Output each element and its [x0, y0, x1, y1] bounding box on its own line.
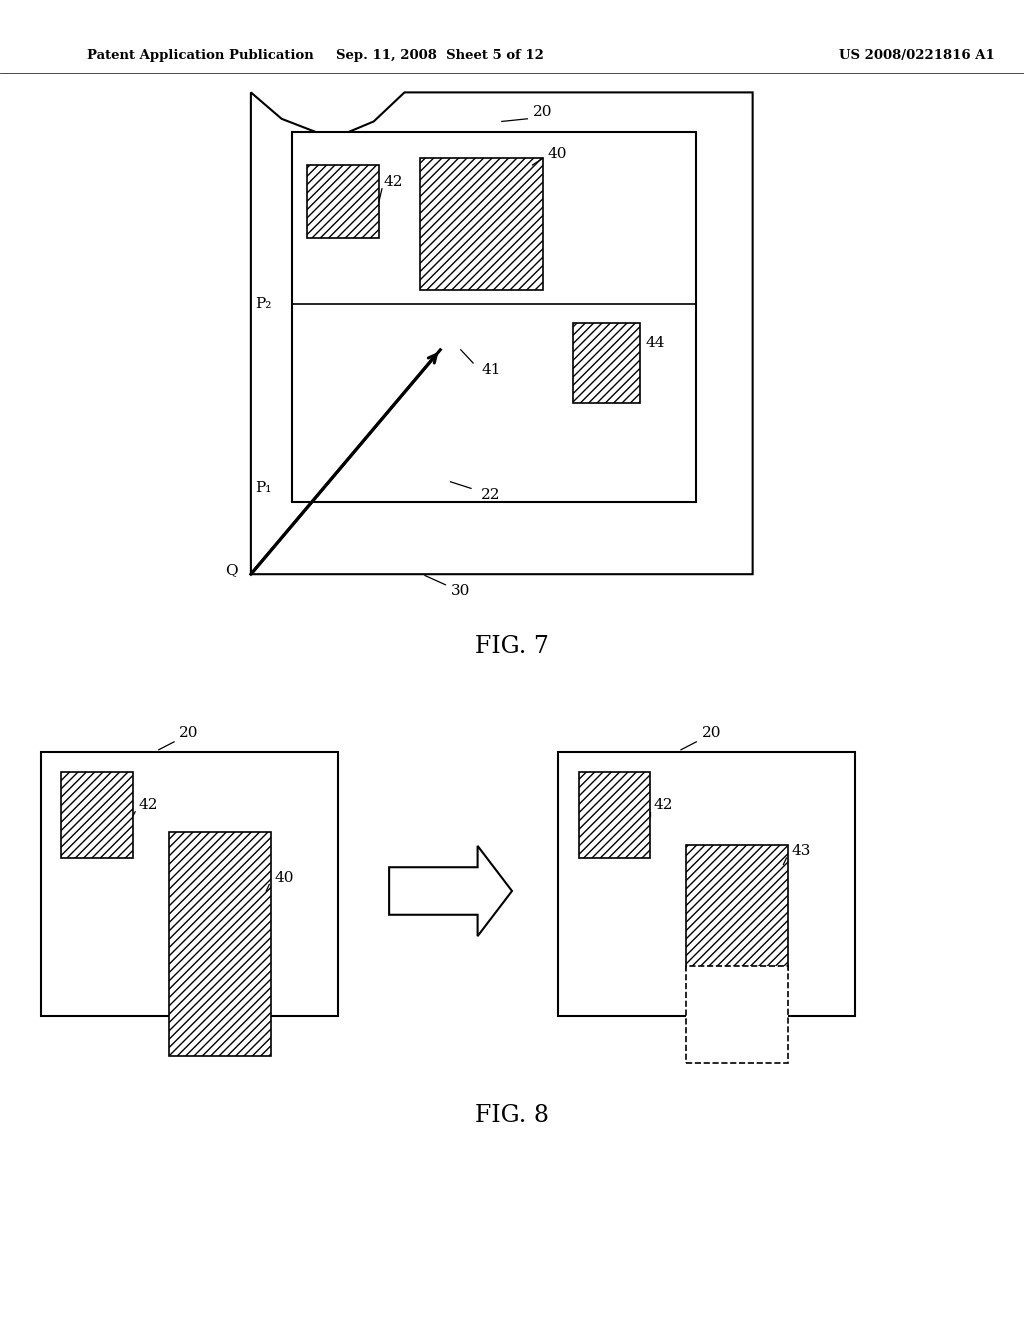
Text: 30: 30 — [451, 585, 470, 598]
Text: 20: 20 — [701, 726, 721, 739]
Text: FIG. 8: FIG. 8 — [475, 1104, 549, 1127]
Polygon shape — [389, 846, 512, 936]
Text: US 2008/0221816 A1: US 2008/0221816 A1 — [839, 49, 994, 62]
Bar — [573, 323, 640, 403]
Text: 22: 22 — [481, 488, 501, 502]
Bar — [420, 158, 543, 290]
Text: 43: 43 — [792, 845, 811, 858]
Bar — [686, 845, 788, 970]
Bar — [579, 772, 650, 858]
Text: FIG. 7: FIG. 7 — [475, 635, 549, 659]
Text: 44: 44 — [645, 337, 665, 350]
Bar — [686, 966, 788, 1063]
Bar — [169, 832, 271, 1056]
Text: 20: 20 — [532, 106, 552, 119]
Text: P₂: P₂ — [255, 297, 271, 310]
Bar — [307, 165, 379, 238]
Text: 20: 20 — [179, 726, 199, 739]
Bar — [292, 132, 696, 502]
Text: Patent Application Publication: Patent Application Publication — [87, 49, 313, 62]
Text: 42: 42 — [138, 799, 158, 812]
Text: 42: 42 — [384, 176, 403, 189]
Text: Q: Q — [225, 564, 238, 577]
Text: Sep. 11, 2008  Sheet 5 of 12: Sep. 11, 2008 Sheet 5 of 12 — [336, 49, 545, 62]
Text: 40: 40 — [274, 871, 294, 884]
Text: 40: 40 — [548, 148, 567, 161]
Bar — [61, 772, 133, 858]
Bar — [558, 752, 855, 1016]
Bar — [41, 752, 338, 1016]
Text: P₁: P₁ — [255, 482, 271, 495]
Polygon shape — [251, 92, 753, 574]
Text: 41: 41 — [481, 363, 501, 376]
Text: 42: 42 — [653, 799, 673, 812]
